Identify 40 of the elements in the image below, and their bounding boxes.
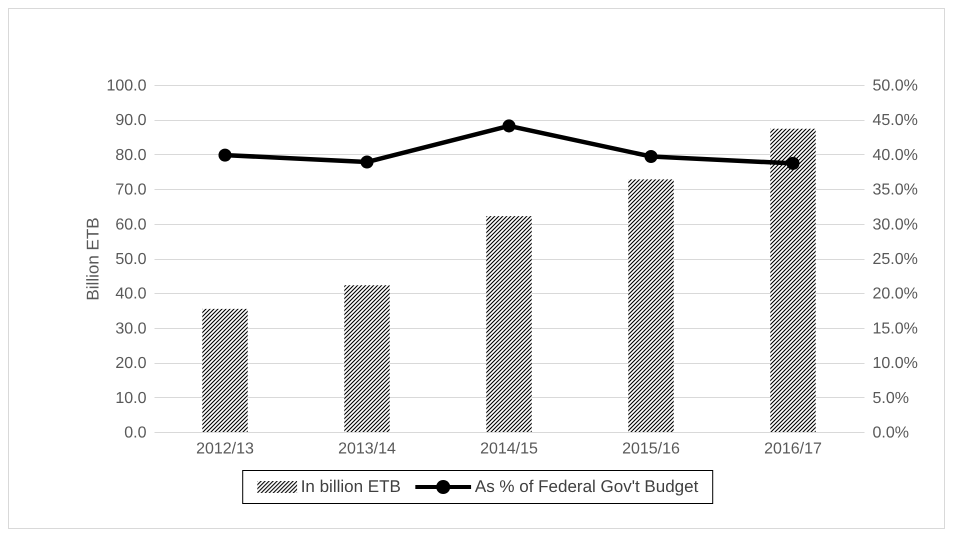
bar	[344, 285, 390, 432]
bar	[486, 216, 532, 432]
y2-tick-label: 0.0%	[872, 424, 909, 442]
y2-tick-label: 25.0%	[872, 251, 918, 268]
y-axis-title: Billion ETB	[83, 217, 102, 301]
x-tick-label: 2013/14	[338, 440, 396, 458]
y-tick-label: 40.0	[115, 286, 147, 303]
x-tick-label: 2012/13	[196, 440, 254, 458]
bar	[202, 308, 248, 432]
bar	[770, 128, 816, 432]
y2-tick-label: 30.0%	[872, 216, 918, 234]
y-tick-label: 30.0	[115, 320, 147, 338]
y-tick-label: 80.0	[115, 146, 147, 164]
y2-tick-label: 45.0%	[872, 112, 918, 130]
x-tick-label: 2015/16	[622, 440, 680, 458]
point	[644, 150, 658, 163]
y2-tick-label: 35.0%	[872, 182, 918, 199]
point	[502, 119, 516, 132]
y-tick-label: 70.0	[115, 182, 147, 199]
y-tick-label: 20.0	[115, 355, 147, 372]
y-tick-label: 90.0	[115, 112, 147, 130]
y-tick-label: 50.0	[115, 251, 147, 268]
y2-tick-label: 20.0%	[872, 286, 918, 303]
y2-tick-label: 50.0%	[872, 78, 918, 94]
y2-tick-label: 5.0%	[872, 390, 909, 407]
point	[360, 156, 374, 169]
y2-tick-label: 40.0%	[872, 146, 918, 164]
y2-tick-label: 10.0%	[872, 355, 918, 372]
y2-tick-label: 15.0%	[872, 320, 918, 338]
point	[786, 156, 800, 170]
x-tick-label: 2014/15	[480, 440, 538, 458]
x-tick-label: 2016/17	[764, 440, 822, 458]
y-tick-label: 10.0	[115, 390, 147, 407]
legend-label: In billion ETB	[300, 477, 401, 497]
y-tick-label: 100.0	[106, 78, 147, 94]
y-tick-label: 0.0	[124, 424, 147, 442]
bar	[628, 179, 674, 432]
legend-label: As % of Federal Gov't Budget	[474, 477, 698, 497]
point	[218, 148, 232, 162]
y-tick-label: 60.0	[115, 216, 147, 234]
